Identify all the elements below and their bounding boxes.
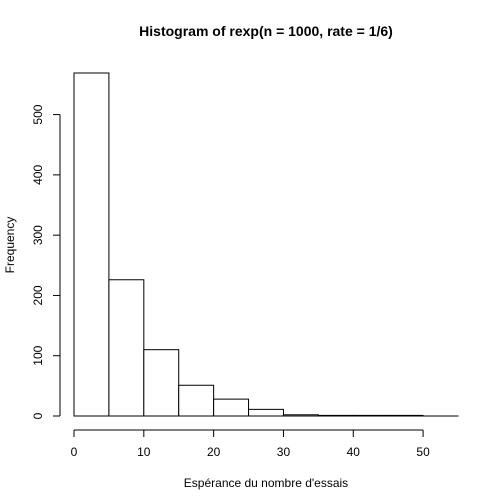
y-tick-label: 400 bbox=[31, 165, 45, 185]
y-tick-label: 300 bbox=[31, 225, 45, 245]
x-tick-label: 50 bbox=[416, 445, 430, 459]
bars-group bbox=[73, 72, 459, 417]
histogram-bar-6 bbox=[282, 414, 319, 417]
y-tick-label: 0 bbox=[31, 412, 45, 419]
histogram-bar-4 bbox=[213, 398, 250, 417]
y-axis-label: Frequency bbox=[3, 217, 17, 274]
x-axis-label: Espérance du nombre d'essais bbox=[184, 476, 348, 490]
histogram-bar-2 bbox=[143, 349, 180, 417]
y-tick-label: 100 bbox=[31, 345, 45, 365]
histogram-bar-1 bbox=[108, 279, 145, 417]
histogram-bar-3 bbox=[178, 384, 215, 417]
histogram-bar-8 bbox=[352, 414, 389, 417]
histogram-bar-7 bbox=[317, 414, 354, 417]
histogram-bar-5 bbox=[248, 408, 284, 417]
x-axis: 0 10 20 30 40 50 bbox=[71, 429, 430, 459]
x-tick-label: 30 bbox=[277, 445, 291, 459]
chart-title: Histogram of rexp(n = 1000, rate = 1/6) bbox=[139, 23, 393, 39]
y-axis: 0 100 200 300 400 500 bbox=[31, 104, 61, 419]
x-tick-label: 40 bbox=[347, 445, 361, 459]
x-tick-label: 20 bbox=[207, 445, 221, 459]
x-tick-label: 0 bbox=[71, 445, 78, 459]
histogram-bar-9 bbox=[387, 414, 424, 417]
y-tick-label: 500 bbox=[31, 104, 45, 124]
x-tick-label: 10 bbox=[137, 445, 151, 459]
y-tick-label: 200 bbox=[31, 285, 45, 305]
histogram-bar-0 bbox=[73, 72, 110, 417]
